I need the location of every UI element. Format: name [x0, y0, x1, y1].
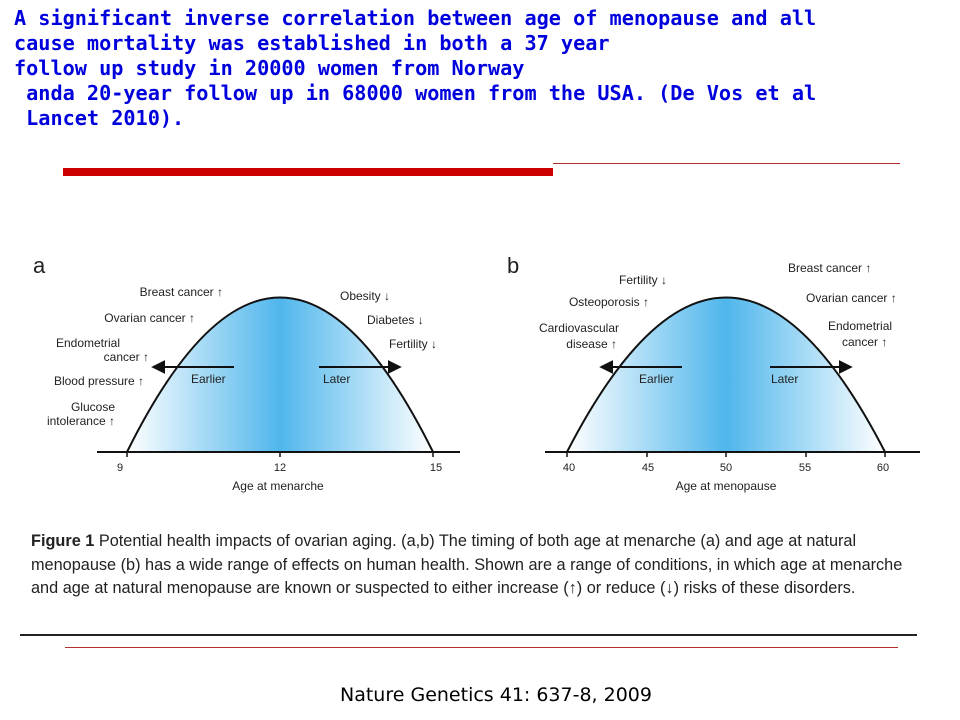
condition-label: Endometrial: [828, 319, 892, 333]
axis-title-a: Age at menarche: [232, 479, 324, 493]
panel-b: b 40 45 50 55 60 Age at menopause Earlie…: [507, 253, 920, 493]
condition-label: intolerance ↑: [47, 414, 115, 428]
condition-label: Fertility ↓: [619, 273, 667, 287]
condition-label: Diabetes ↓: [367, 313, 424, 327]
condition-label: Blood pressure ↑: [54, 374, 144, 388]
later-label-b: Later: [771, 372, 798, 386]
figure-caption-label: Figure 1: [31, 532, 95, 550]
slide-headline: A significant inverse correlation betwee…: [14, 6, 954, 131]
condition-label: Ovarian cancer ↑: [806, 291, 897, 305]
condition-label: Cardiovascular: [539, 321, 619, 335]
headline-line: Lancet 2010).: [14, 106, 185, 130]
condition-label: Obesity ↓: [340, 289, 390, 303]
curve-a: [125, 296, 435, 453]
condition-label: cancer ↑: [104, 350, 149, 364]
tick-label: 12: [274, 462, 286, 474]
tick-label: 50: [720, 462, 732, 474]
condition-label: Glucose: [71, 400, 115, 414]
headline-line: A significant inverse correlation betwee…: [14, 6, 817, 30]
figure-caption: Figure 1 Potential health impacts of ova…: [31, 530, 911, 601]
headline-line: cause mortality was established in both …: [14, 31, 610, 55]
tick-label: 9: [117, 462, 123, 474]
condition-label: Fertility ↓: [389, 337, 437, 351]
red-divider-bottom: [65, 647, 898, 648]
condition-label: Osteoporosis ↑: [569, 295, 649, 309]
tick-label: 15: [430, 462, 442, 474]
figure-panels: a 9 12 15 Age at menarche Earlier Later …: [33, 253, 920, 493]
citation: Nature Genetics 41: 637-8, 2009: [340, 684, 652, 706]
condition-label: Breast cancer ↑: [140, 285, 223, 299]
caption-underline: [20, 634, 917, 636]
tick-label: 55: [799, 462, 811, 474]
red-divider-thin: [553, 163, 900, 164]
earlier-label-a: Earlier: [191, 372, 226, 386]
condition-label: Ovarian cancer ↑: [104, 311, 195, 325]
tick-label: 60: [877, 462, 889, 474]
condition-label: Endometrial: [56, 336, 120, 350]
figure-caption-text: Potential health impacts of ovarian agin…: [31, 532, 903, 597]
condition-label: disease ↑: [566, 337, 617, 351]
condition-label: cancer ↑: [842, 335, 887, 349]
axis-title-b: Age at menopause: [676, 479, 777, 493]
headline-line: anda 20-year follow up in 68000 women fr…: [14, 81, 817, 105]
later-label-a: Later: [323, 372, 350, 386]
tick-label: 45: [642, 462, 654, 474]
tick-label: 40: [563, 462, 575, 474]
condition-label: Breast cancer ↑: [788, 261, 871, 275]
panel-label-a: a: [33, 253, 46, 278]
red-divider-thick: [63, 168, 553, 176]
curve-b: [565, 296, 887, 453]
panel-label-b: b: [507, 253, 519, 278]
earlier-label-b: Earlier: [639, 372, 674, 386]
headline-line: follow up study in 20000 women from Norw…: [14, 56, 525, 80]
panel-a: a 9 12 15 Age at menarche Earlier Later …: [33, 253, 460, 493]
